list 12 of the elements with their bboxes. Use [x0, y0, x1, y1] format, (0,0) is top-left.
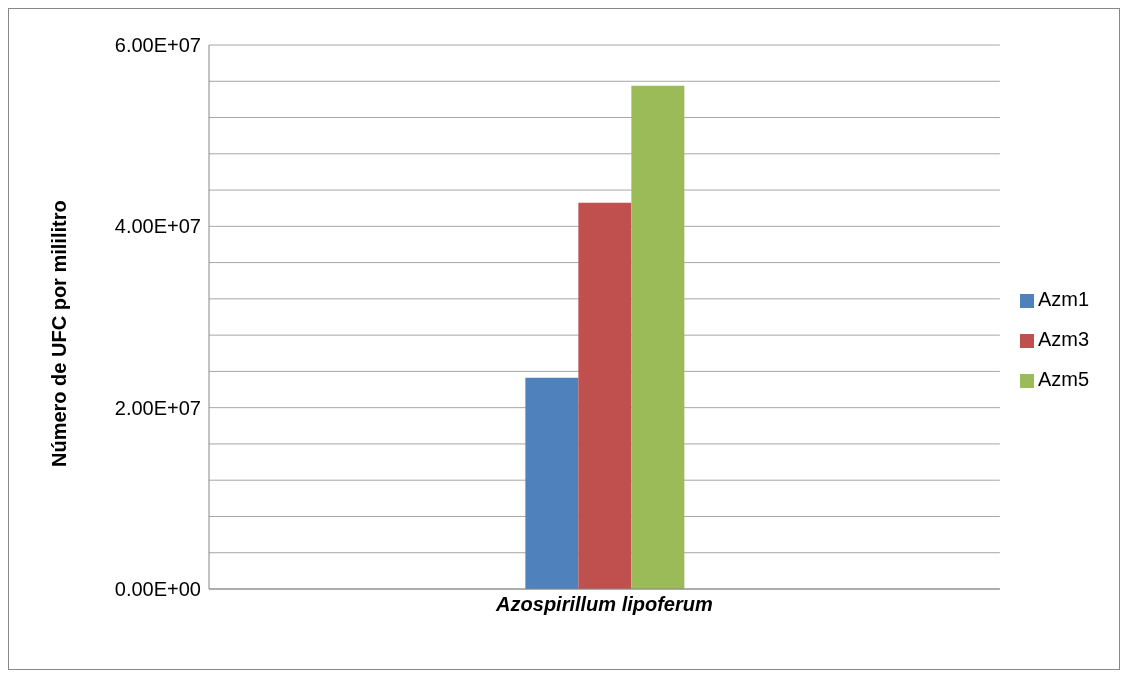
y-tick-label: 4.00E+07 [114, 215, 201, 238]
bar [631, 85, 685, 589]
legend-label: Azm3 [1037, 328, 1089, 350]
legend-label: Azm1 [1037, 288, 1089, 310]
bar [578, 202, 632, 589]
bar [525, 377, 579, 589]
y-axis-title: Número de UFC por mililitro [48, 200, 71, 467]
y-tick-label: 0.00E+00 [114, 578, 201, 601]
legend-label: Azm5 [1037, 368, 1089, 390]
y-tick-label: 6.00E+07 [114, 34, 201, 57]
y-tick-label: 2.00E+07 [114, 396, 201, 419]
x-tick-label: Azospirillum lipoferum [495, 593, 713, 616]
